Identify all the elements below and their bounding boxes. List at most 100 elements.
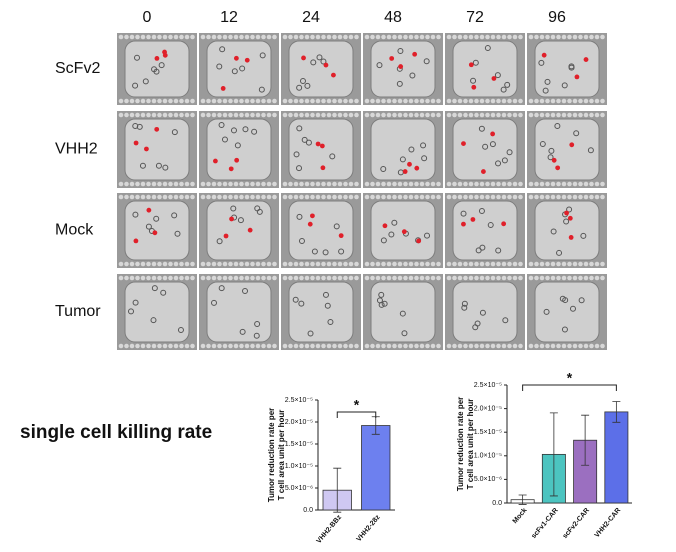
cell: [296, 213, 303, 220]
pillar: [343, 98, 348, 104]
pillar: [381, 181, 386, 187]
cell: [142, 78, 149, 85]
pillar: [539, 98, 545, 104]
pillar: [266, 275, 272, 281]
pillar: [228, 98, 233, 104]
pillar: [261, 261, 266, 267]
cell: [253, 332, 260, 339]
pillar: [392, 98, 397, 104]
pillar: [343, 181, 348, 187]
pillar: [485, 112, 490, 118]
micrograph: [445, 193, 525, 268]
pillar: [211, 275, 217, 281]
cell: [461, 300, 468, 307]
pillar: [272, 343, 277, 349]
pillar: [206, 98, 211, 104]
pillar: [512, 34, 518, 40]
pillar: [501, 275, 507, 281]
tcell: [412, 51, 418, 57]
pillar: [211, 98, 217, 104]
cell: [489, 141, 496, 148]
pillar: [179, 343, 184, 349]
pillar: [375, 98, 381, 104]
pillar: [173, 112, 179, 118]
pillar: [282, 112, 288, 118]
cell: [421, 155, 428, 162]
cell: [151, 66, 158, 73]
cell: [495, 160, 502, 167]
significance-bracket: [522, 384, 617, 391]
pillar: [124, 34, 129, 40]
pillar: [392, 343, 397, 349]
pillar: [419, 261, 425, 267]
pillar: [266, 98, 272, 104]
tcell: [541, 52, 547, 58]
pillar: [200, 261, 206, 267]
pillar: [272, 194, 277, 200]
pillar: [375, 275, 381, 281]
pillar: [578, 194, 583, 200]
pillar: [452, 112, 457, 118]
pillar: [200, 34, 206, 40]
pillar: [436, 343, 441, 349]
pillar: [583, 112, 589, 118]
pillar: [217, 261, 222, 267]
pillar: [534, 112, 539, 118]
pillar: [299, 261, 304, 267]
pillar: [403, 275, 408, 281]
micrograph: [363, 111, 443, 188]
pillar: [354, 112, 359, 118]
cell: [479, 244, 486, 251]
pillar: [354, 343, 359, 349]
pillar: [375, 34, 381, 40]
pillar: [255, 275, 261, 281]
pillar: [452, 261, 457, 267]
tcell: [461, 141, 466, 147]
pillar: [184, 112, 190, 118]
cell: [380, 166, 387, 173]
y-tick-label: 5.0×10⁻⁶: [474, 476, 502, 483]
pillar: [261, 112, 266, 118]
pillar: [233, 181, 239, 187]
pillar: [414, 275, 419, 281]
pillar: [304, 112, 310, 118]
cell: [242, 126, 249, 133]
pillar: [501, 98, 507, 104]
pillar: [594, 181, 600, 187]
pillar: [261, 98, 266, 104]
pillar: [550, 98, 556, 104]
x-tick-label: VHH2-CAR: [594, 507, 623, 539]
pillar: [512, 261, 518, 267]
pillar: [479, 98, 485, 104]
pillar: [567, 275, 572, 281]
pillar: [304, 194, 310, 200]
pillar: [321, 194, 326, 200]
tcell: [223, 233, 229, 239]
pillar: [528, 343, 534, 349]
pillar: [173, 98, 179, 104]
cell: [216, 63, 223, 70]
pillar: [184, 343, 190, 349]
pillar: [446, 112, 452, 118]
pillar: [255, 343, 261, 349]
pillar: [255, 261, 261, 267]
cell: [239, 65, 246, 72]
pillar: [518, 98, 523, 104]
pillar: [266, 34, 272, 40]
pillar: [326, 98, 332, 104]
y-tick-label: 1.0×10⁻⁵: [474, 453, 502, 460]
tcell: [234, 157, 240, 163]
pillar: [528, 98, 534, 104]
cell: [569, 305, 576, 312]
pillar: [250, 98, 255, 104]
pillar: [392, 194, 397, 200]
pillar: [184, 98, 190, 104]
pillar: [594, 98, 600, 104]
pillar: [550, 112, 556, 118]
pillar: [446, 98, 452, 104]
micrograph: [117, 274, 197, 350]
pillar: [321, 343, 326, 349]
pillar: [348, 194, 354, 200]
pillar: [173, 275, 179, 281]
tcell: [382, 223, 388, 229]
